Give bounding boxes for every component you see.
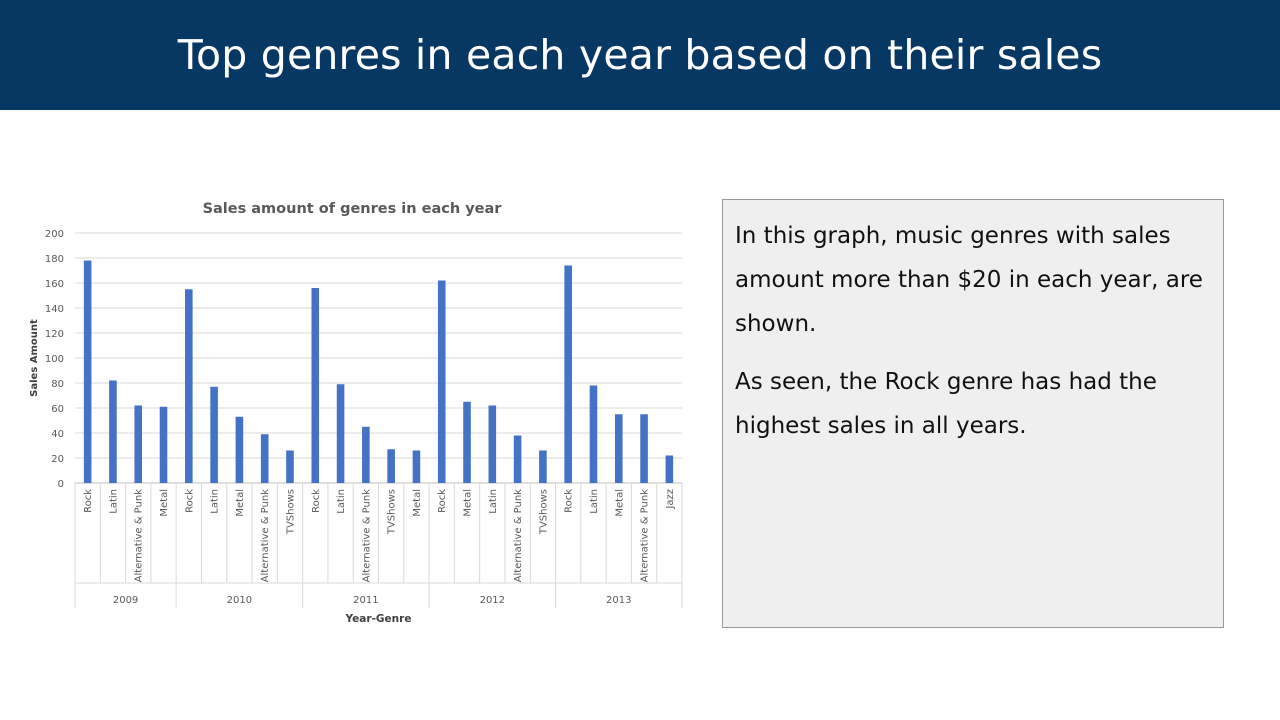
bar: [665, 455, 674, 483]
chart-title: Sales amount of genres in each year: [203, 201, 503, 217]
x-tick-label: Latin: [488, 489, 499, 514]
x-tick-label: TVShows: [285, 489, 296, 535]
bar: [311, 288, 320, 483]
x-tick-label: Latin: [589, 489, 600, 514]
bar: [412, 450, 421, 483]
bar: [159, 406, 168, 483]
x-tick-label: Alternative & Punk: [361, 489, 372, 583]
year-label: 2009: [113, 595, 138, 606]
note-paragraph-2: As seen, the Rock genre has had the high…: [735, 369, 1157, 439]
bar: [210, 386, 218, 483]
x-tick-label: Rock: [564, 489, 575, 513]
slide-title: Top genres in each year based on their s…: [177, 31, 1103, 79]
x-tick-label: Metal: [159, 489, 170, 517]
y-tick-label: 80: [51, 379, 64, 390]
x-tick-label: TVShows: [387, 489, 398, 535]
chart-svg: Sales amount of genres in each year 0 20 40…: [29, 201, 683, 625]
bar: [185, 289, 193, 483]
year-label: 2013: [606, 595, 631, 606]
bar: [387, 449, 395, 483]
x-tick-label: Latin: [108, 489, 119, 514]
year-label: 2012: [480, 595, 505, 606]
year-label: 2011: [353, 595, 378, 606]
bar: [488, 405, 497, 483]
bar: [286, 450, 294, 483]
bar: [362, 426, 370, 483]
x-tick-label: Alternative & Punk: [640, 489, 651, 583]
bar: [463, 401, 471, 483]
y-axis-label: Sales Amount: [29, 319, 40, 397]
y-tick-label: 60: [51, 404, 64, 415]
y-tick-label: 200: [45, 229, 64, 240]
bar: [109, 380, 117, 483]
y-tick-label: 20: [51, 454, 64, 465]
x-tick-label: Metal: [412, 489, 423, 517]
x-tick-label: Alternative & Punk: [513, 489, 524, 583]
x-axis-label: Year-Genre: [345, 613, 412, 625]
year-label: 2010: [227, 595, 252, 606]
y-tick-label: 160: [45, 279, 64, 290]
bar: [614, 414, 623, 483]
bar: [260, 434, 269, 483]
x-tick-label: Latin: [336, 489, 347, 514]
x-tick-label: Rock: [311, 489, 322, 513]
bar: [235, 416, 244, 483]
x-tick-label: Rock: [83, 489, 94, 513]
y-tick-label: 120: [45, 329, 64, 340]
bar: [83, 260, 92, 483]
bar: [336, 384, 345, 483]
x-tick-label: Metal: [614, 489, 625, 517]
x-tick-label: TVShows: [538, 489, 549, 535]
x-tick-label: Metal: [235, 489, 246, 517]
bar: [513, 435, 522, 483]
sales-chart: Sales amount of genres in each year 0 20 40…: [20, 190, 700, 635]
x-tick-label: Alternative & Punk: [260, 489, 271, 583]
note-paragraph-1: In this graph, music genres with sales a…: [735, 223, 1203, 337]
note-box: In this graph, music genres with sales a…: [722, 199, 1224, 628]
bar: [640, 414, 648, 483]
slide-header: Top genres in each year based on their s…: [0, 0, 1280, 110]
y-tick-label: 100: [45, 354, 64, 365]
x-tick-label: Metal: [463, 489, 474, 517]
bar: [437, 280, 446, 483]
x-tick-label: Rock: [184, 489, 195, 513]
x-tick-label: Jazz: [665, 489, 676, 510]
y-tick-label: 40: [51, 429, 64, 440]
y-tick-label: 0: [58, 479, 64, 490]
bar: [564, 265, 572, 483]
x-tick-label: Alternative & Punk: [134, 489, 145, 583]
bar: [539, 450, 547, 483]
x-tick-label: Latin: [210, 489, 221, 514]
y-tick-label: 140: [45, 304, 64, 315]
y-tick-label: 180: [45, 254, 64, 265]
bar: [134, 405, 143, 483]
x-tick-label: Rock: [437, 489, 448, 513]
bar: [589, 385, 598, 483]
